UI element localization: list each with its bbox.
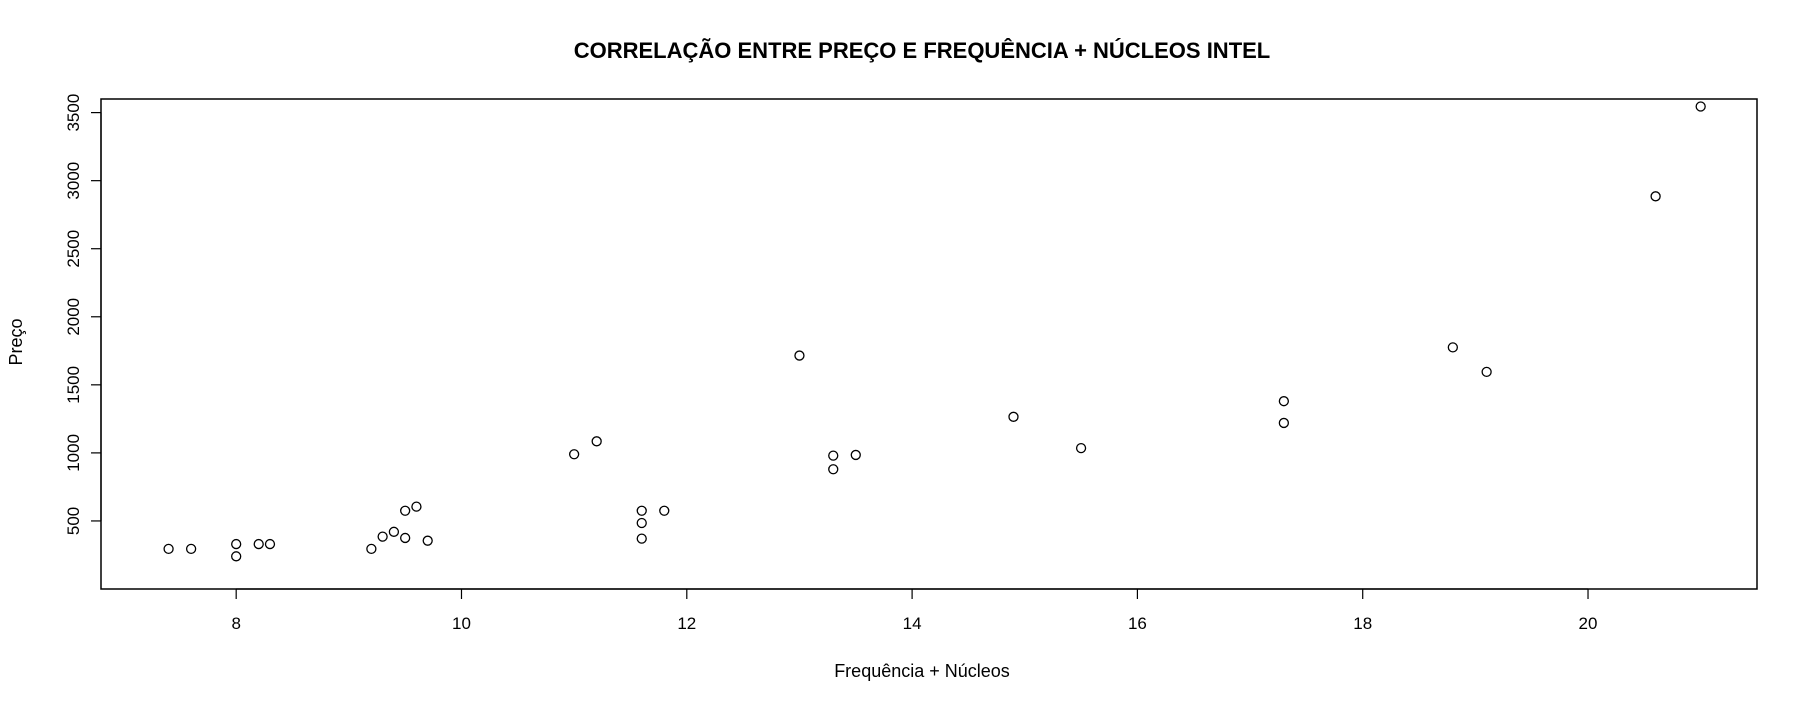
data-point bbox=[659, 505, 670, 516]
y-tick-label: 1500 bbox=[64, 366, 83, 404]
data-point bbox=[400, 505, 411, 516]
data-point bbox=[828, 450, 839, 461]
y-tick-label: 3500 bbox=[64, 94, 83, 132]
data-point bbox=[1481, 366, 1492, 378]
data-point bbox=[264, 538, 276, 550]
data-point bbox=[850, 449, 861, 461]
data-point bbox=[794, 350, 805, 361]
data-point bbox=[422, 535, 433, 546]
x-tick-label: 10 bbox=[452, 614, 471, 633]
data-point bbox=[591, 436, 602, 447]
x-tick-label: 14 bbox=[903, 614, 922, 633]
x-tick-label: 16 bbox=[1128, 614, 1147, 633]
data-point bbox=[1650, 191, 1661, 202]
data-points bbox=[163, 101, 1706, 562]
data-point bbox=[1075, 442, 1087, 454]
data-point bbox=[568, 449, 580, 460]
y-axis: 500 1000 1500 2000 2500 3000 3500 bbox=[64, 94, 102, 535]
data-point bbox=[636, 517, 647, 529]
data-point bbox=[636, 533, 647, 544]
y-axis-label: Preço bbox=[6, 318, 26, 365]
data-point bbox=[1008, 411, 1019, 422]
data-point bbox=[366, 543, 377, 554]
data-point bbox=[1695, 101, 1706, 112]
x-tick-label: 8 bbox=[231, 614, 240, 633]
data-point bbox=[377, 531, 388, 542]
y-tick-label: 500 bbox=[64, 507, 83, 535]
y-tick-label: 2500 bbox=[64, 230, 83, 268]
data-point bbox=[1278, 396, 1290, 407]
data-point bbox=[253, 538, 264, 550]
data-point bbox=[231, 538, 242, 550]
data-point bbox=[411, 501, 422, 512]
data-point bbox=[1447, 342, 1458, 353]
y-tick-label: 1000 bbox=[64, 434, 83, 472]
y-tick-label: 2000 bbox=[64, 298, 83, 336]
data-point bbox=[400, 532, 411, 544]
data-point bbox=[636, 505, 647, 516]
x-axis: 8 10 12 14 16 18 20 bbox=[231, 588, 1598, 633]
x-axis-label: Frequência + Núcleos bbox=[834, 661, 1010, 681]
data-point bbox=[388, 526, 400, 537]
data-point bbox=[163, 543, 174, 554]
x-tick-label: 18 bbox=[1353, 614, 1372, 633]
plot-frame bbox=[100, 98, 1758, 590]
chart-title: CORRELAÇÃO ENTRE PREÇO E FREQUÊNCIA + NÚ… bbox=[574, 38, 1271, 63]
y-tick-label: 3000 bbox=[64, 162, 83, 200]
data-point bbox=[185, 543, 197, 554]
data-point bbox=[231, 551, 242, 562]
x-tick-label: 12 bbox=[677, 614, 696, 633]
data-point bbox=[1278, 417, 1290, 429]
data-point bbox=[828, 464, 839, 475]
x-tick-label: 20 bbox=[1579, 614, 1598, 633]
